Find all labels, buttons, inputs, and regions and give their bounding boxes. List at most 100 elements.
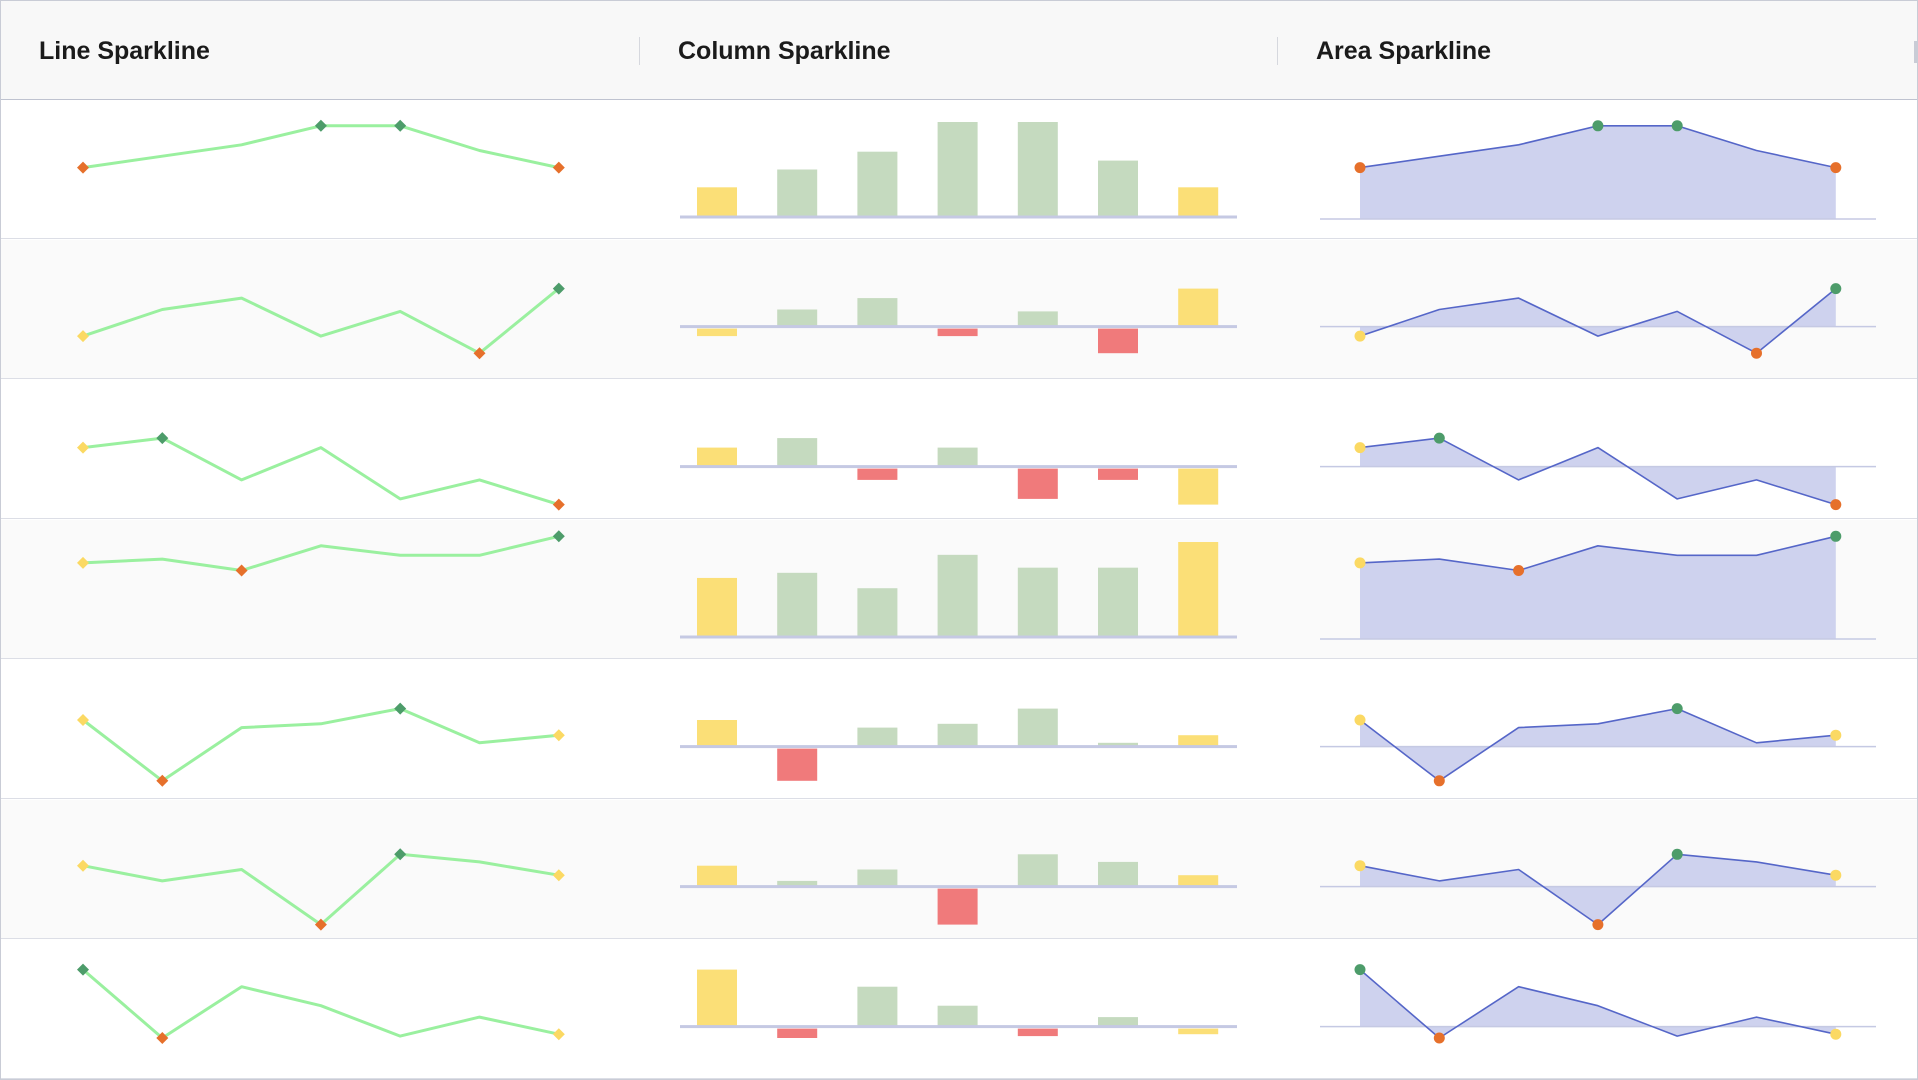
sparkline-point-marker [1830,1028,1842,1040]
area-sparkline [1320,530,1876,640]
sparkline-axis-line [1320,745,1876,748]
sparkline-area-fill [1360,536,1836,639]
header-column-sparkline[interactable]: Column Sparkline [678,37,891,65]
sparkline-axis-line [680,1025,1237,1029]
table-row[interactable] [1,940,1917,1079]
area-sparkline [1320,432,1876,511]
sparkline-column-bar [1178,187,1219,217]
sparkline-point-marker [394,702,407,715]
table-row[interactable] [1,660,1917,799]
column-sparkline [680,122,1237,219]
line-sparkline [77,119,565,174]
sparkline-column-bar [937,1005,978,1027]
sparkline-point-marker [1354,557,1366,569]
sparkline-column-bar [777,572,818,637]
sparkline-point-marker [77,161,89,174]
sparkline-point-marker [77,963,89,976]
line-sparkline-cell[interactable] [1,380,639,519]
sparkline-column-bar [1017,1028,1058,1037]
line-sparkline-cell[interactable] [1,100,639,239]
column-sparkline [680,542,1237,639]
sparkline-series-line [82,124,560,170]
table-row[interactable] [1,800,1917,939]
line-sparkline-cell[interactable] [1,940,639,1079]
sparkline-point-marker [156,432,169,445]
sparkline-column-bar [937,122,978,217]
sparkline-point-marker [77,714,89,726]
sparkline-series-line [82,968,560,1040]
sparkline-column-bar [777,169,818,217]
sparkline-column-bar [1178,735,1219,747]
column-sparkline [680,969,1237,1038]
sparkline-column-bar [1098,567,1138,637]
area-sparkline-cell[interactable] [1278,940,1917,1079]
sparkline-point-marker [1830,729,1842,741]
sparkline-point-marker [1354,860,1366,872]
line-sparkline-cell[interactable] [1,800,639,939]
column-sparkline-cell[interactable] [640,240,1277,379]
sparkline-column-bar [1098,742,1138,747]
sparkline-column-bar [697,447,737,467]
column-sparkline [680,288,1237,354]
sparkline-point-marker [1513,565,1525,576]
sparkline-point-marker [1433,432,1445,444]
sparkline-series-line [82,287,560,355]
sparkline-series-line [82,436,560,507]
line-sparkline [77,282,565,360]
sparkline-column-bar [777,438,818,467]
sparkline-point-marker [1354,964,1366,976]
sparkline-axis-line [1320,885,1876,888]
sparkline-series-line [82,852,560,927]
sparkline-point-marker [552,282,565,295]
line-sparkline-cell[interactable] [1,520,639,659]
sparkline-point-marker [1433,775,1445,787]
table-row[interactable] [1,380,1917,519]
column-sparkline [680,438,1237,505]
column-sparkline [680,854,1237,925]
sparkline-point-marker [156,774,169,787]
column-sparkline-cell[interactable] [640,800,1277,939]
area-sparkline-cell[interactable] [1278,100,1917,239]
line-sparkline-cell[interactable] [1,240,639,379]
header-separator[interactable] [639,37,640,65]
column-sparkline-cell[interactable] [640,380,1277,519]
column-sparkline-cell[interactable] [640,940,1277,1079]
area-sparkline-cell[interactable] [1278,520,1917,659]
sparkline-point-marker [1433,1032,1445,1044]
area-sparkline-cell[interactable] [1278,660,1917,799]
sparkline-point-marker [552,1028,565,1041]
sparkline-axis-line [680,325,1237,329]
column-sparkline-cell[interactable] [640,520,1277,659]
area-sparkline-cell[interactable] [1278,380,1917,519]
area-sparkline [1320,703,1876,787]
header-area-sparkline[interactable]: Area Sparkline [1316,37,1492,65]
sparkline-column-bar [697,187,737,217]
sparkline-column-bar [1178,468,1219,505]
sparkline-axis-line [1320,638,1876,640]
area-sparkline [1320,848,1876,931]
sparkline-axis-line [680,885,1237,889]
line-sparkline [77,848,565,931]
sparkline-point-marker [1592,120,1604,132]
sparkline-point-marker [552,161,565,174]
sparkline-area-fill [1360,125,1836,219]
sparkline-point-marker [473,347,486,360]
table-row[interactable] [1,240,1917,379]
sparkline-axis-line [1320,1025,1876,1028]
header-separator[interactable] [1277,37,1278,65]
sparkline-point-marker [394,848,407,861]
area-sparkline-cell[interactable] [1278,240,1917,379]
sparkline-column-bar [1098,160,1138,217]
sparkline-column-bar [937,447,978,467]
table-row[interactable] [1,100,1917,239]
scrollbar-thumb[interactable] [1914,41,1917,63]
table-row[interactable] [1,520,1917,659]
sparkline-column-bar [777,1028,818,1038]
header-line-sparkline[interactable]: Line Sparkline [39,37,210,65]
sparkline-point-marker [77,859,89,872]
area-sparkline-cell[interactable] [1278,800,1917,939]
column-sparkline-cell[interactable] [640,100,1277,239]
line-sparkline-cell[interactable] [1,660,639,799]
column-sparkline-cell[interactable] [640,660,1277,799]
